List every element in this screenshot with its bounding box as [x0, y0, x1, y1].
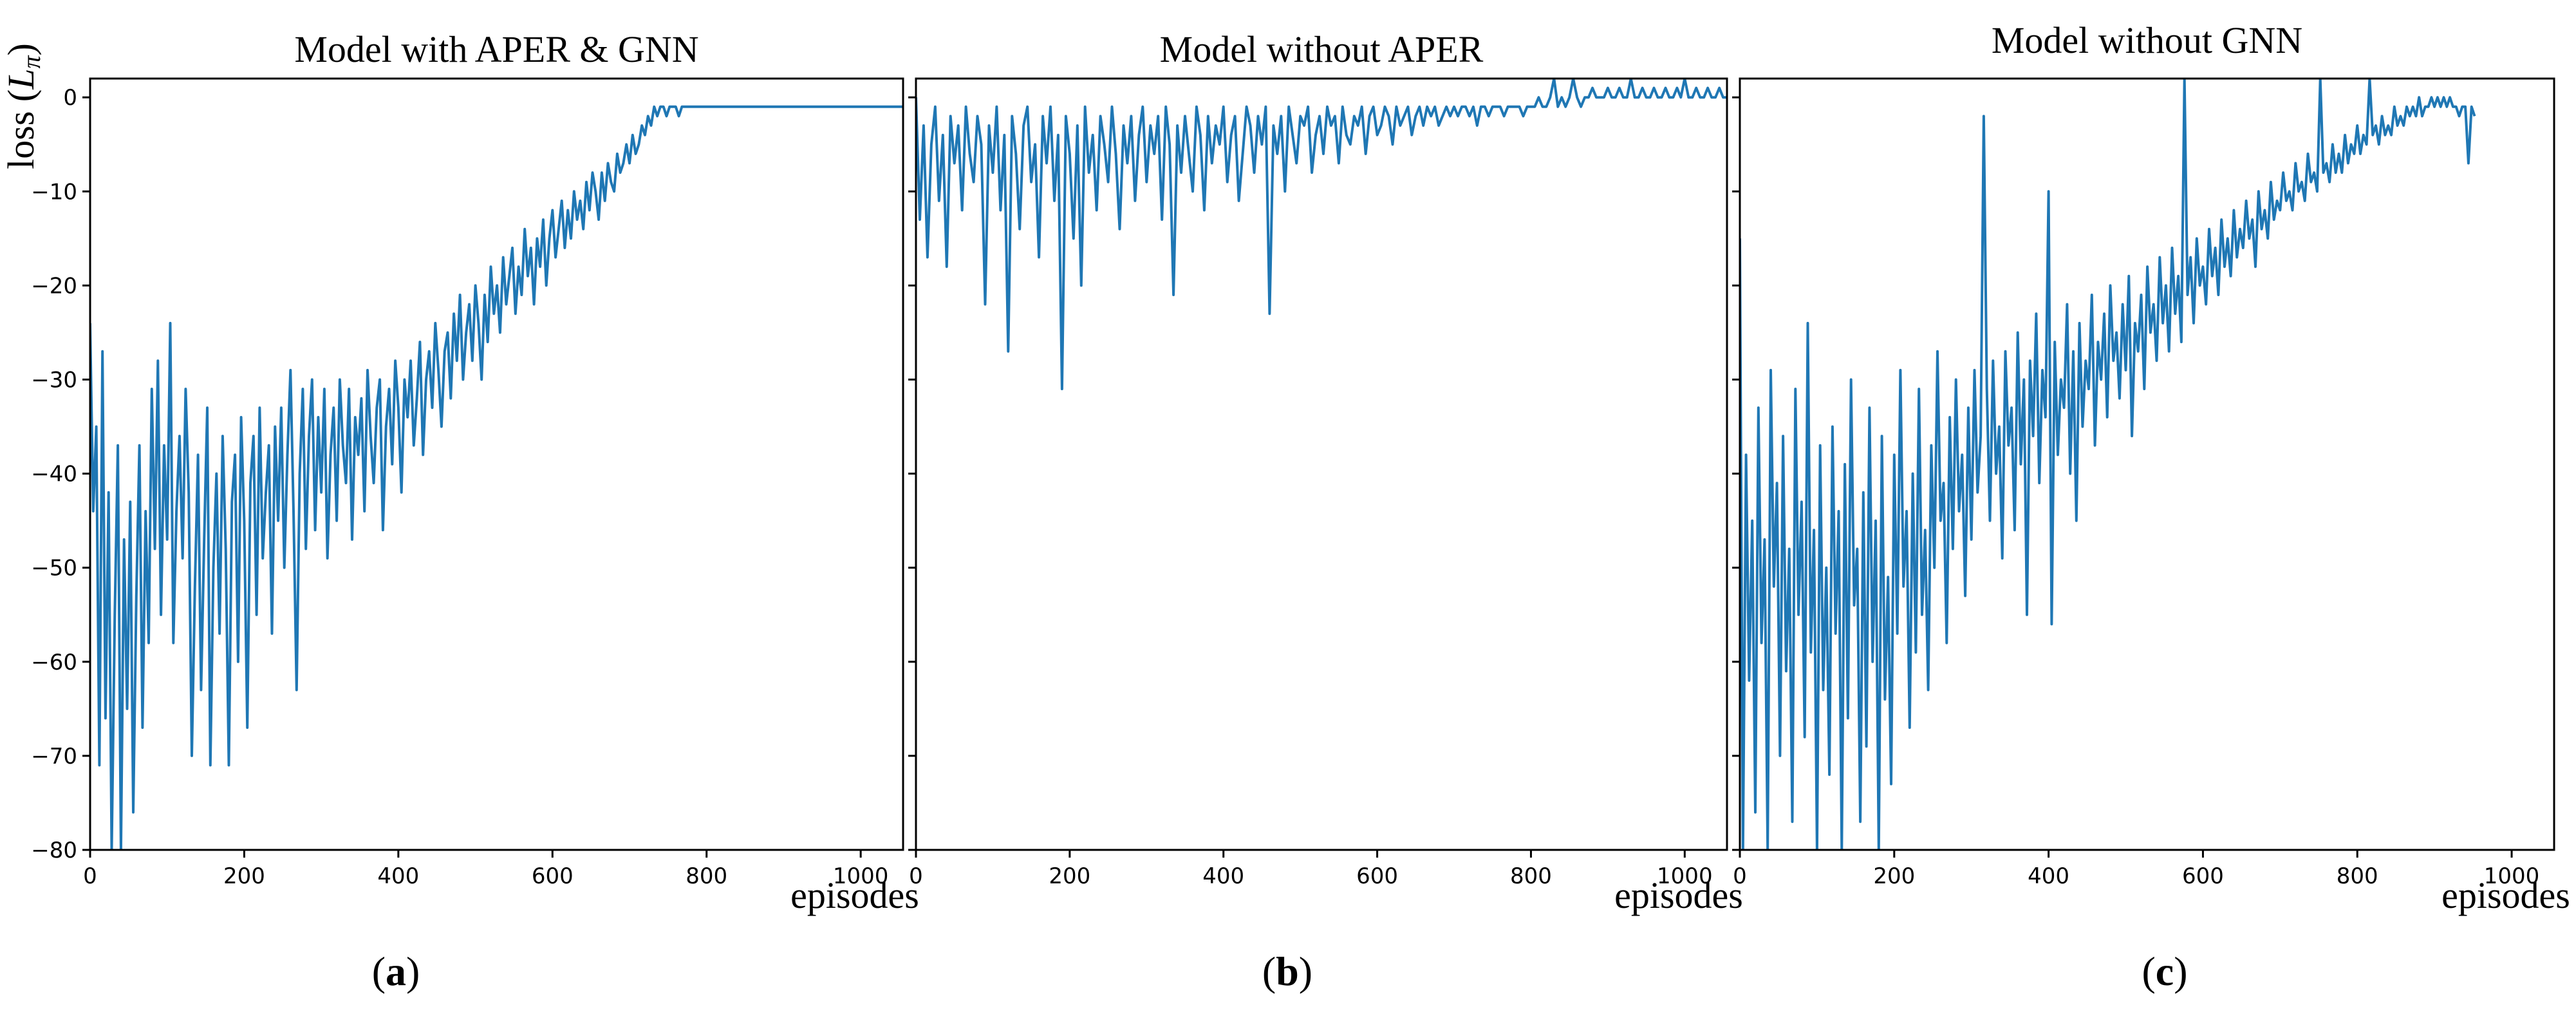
x-tick-label: 0	[1733, 863, 1747, 889]
y-tick-label: −80	[31, 838, 77, 863]
x-tick-label: 1000	[1657, 863, 1713, 889]
y-tick-label: 0	[63, 85, 77, 111]
series-line-a	[90, 105, 903, 850]
panel-label: (b)	[1262, 948, 1312, 994]
y-tick-label: −10	[31, 179, 77, 205]
y-axis-label: loss (Lπ)	[0, 43, 46, 169]
x-tick-label: 1000	[833, 863, 889, 889]
panel-label: (a)	[372, 948, 420, 994]
x-tick-label: 1000	[2484, 863, 2540, 889]
panel-label: (c)	[2142, 948, 2187, 994]
axes-frame	[915, 77, 1728, 851]
y-tick-label: −30	[31, 368, 77, 393]
x-tick-label: 800	[686, 863, 727, 889]
chart-title: Model with APER & GNN	[294, 28, 698, 70]
axes-frame	[89, 77, 904, 851]
x-tick-label: 600	[2182, 863, 2224, 889]
x-axis-label: episodes	[1614, 874, 1743, 916]
x-tick-label: 800	[1510, 863, 1552, 889]
x-tick-label: 200	[1049, 863, 1090, 889]
axes-frame	[1739, 77, 2555, 851]
panel-c: Model without GNN 0 200 400 600 800 1000episod…	[1732, 19, 2570, 994]
y-tick-label: −50	[31, 556, 77, 581]
y-tick-label: −70	[31, 744, 77, 769]
chart-title: Model without GNN	[1992, 19, 2302, 61]
x-tick-label: 600	[1356, 863, 1398, 889]
x-tick-label: 400	[377, 863, 419, 889]
x-axis-label: episodes	[790, 874, 919, 916]
x-tick-label: 400	[1202, 863, 1244, 889]
y-tick-label: −20	[31, 273, 77, 299]
y-tick-label: −40	[31, 462, 77, 487]
panel-b: Model without APER 0 200 400 600 800 1000episo…	[908, 28, 1743, 994]
chart-title: Model without APER	[1160, 28, 1484, 70]
series-line-b	[916, 79, 1727, 391]
series-line-c	[1740, 79, 2476, 850]
x-tick-label: 800	[2337, 863, 2378, 889]
x-axis-label: episodes	[2441, 874, 2570, 916]
x-tick-label: 0	[909, 863, 923, 889]
x-tick-label: 0	[83, 863, 97, 889]
x-tick-label: 400	[2028, 863, 2069, 889]
x-tick-label: 600	[532, 863, 574, 889]
x-tick-label: 200	[1873, 863, 1915, 889]
y-tick-label: −60	[31, 650, 77, 675]
x-tick-label: 200	[223, 863, 265, 889]
svg-text:loss (Lπ): loss (Lπ)	[0, 43, 46, 169]
